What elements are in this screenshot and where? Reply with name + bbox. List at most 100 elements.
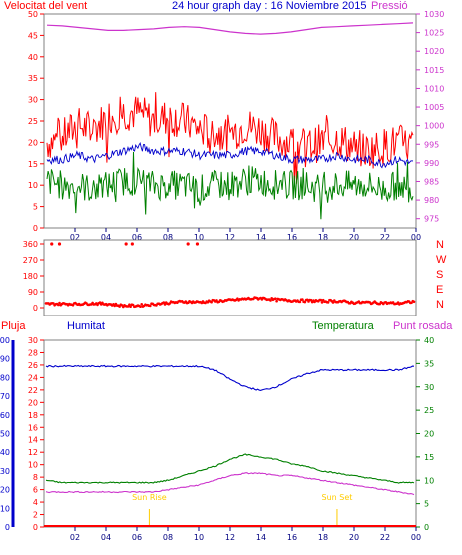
direction-label-n-bottom: N: [436, 299, 444, 311]
direction-point: [149, 304, 152, 308]
direction-point: [274, 297, 277, 300]
direction-point: [309, 298, 313, 302]
direction-point: [303, 300, 307, 304]
direction-point: [298, 300, 302, 304]
direction-point: [275, 299, 278, 303]
sunset-label: Sun Set: [321, 493, 352, 502]
pressure-tick-label: 1000: [424, 122, 444, 131]
direction-point: [162, 301, 166, 304]
hour-tick-label: 12: [225, 233, 235, 240]
hour-tick-label: 12: [225, 533, 235, 542]
dewpoint-series: [45, 472, 415, 496]
humidity-tick-label: 4: [33, 498, 38, 507]
humidity-tick-label: 12: [28, 448, 38, 457]
rain-humidity-tick-label: 20: [0, 486, 10, 495]
rain-humidity-tick-label: 30: [0, 467, 10, 476]
rain-humidity-tick-label: 40: [0, 448, 10, 457]
direction-label-w: W: [436, 254, 447, 266]
temperature-tick-label: 20: [424, 430, 434, 439]
direction-label-s: S: [436, 269, 444, 281]
rain-humidity-tick-label: 50: [0, 430, 10, 439]
direction-point: [301, 298, 304, 301]
hour-tick-label: 00: [411, 533, 421, 542]
pressure-tick-label: 1015: [424, 66, 444, 75]
temperature-tick-label: 10: [424, 476, 434, 485]
hour-tick-label: 14: [256, 233, 266, 240]
pressure-tick-label: 990: [424, 159, 439, 168]
dewpoint-title: Punt rosada: [393, 320, 453, 332]
hour-tick-label: 16: [287, 233, 297, 240]
minimum-series: [46, 151, 414, 220]
direction-point: [50, 242, 54, 246]
direction-point: [195, 242, 200, 246]
humidity-title: Humitat: [67, 320, 105, 332]
wind-tick-label: 15: [28, 160, 38, 169]
wind-tick-label: 50: [28, 10, 38, 19]
humidity-tick-label: 18: [28, 411, 38, 420]
humidity-tick-label: 2: [33, 511, 38, 520]
direction-point: [412, 300, 416, 304]
temperature-tick-label: 35: [424, 359, 434, 368]
hour-tick-label: 02: [70, 533, 80, 542]
wind-tick-label: 10: [28, 181, 38, 190]
humidity-tick-label: 16: [28, 423, 38, 432]
hour-tick-label: 04: [101, 533, 111, 542]
direction-point: [331, 301, 335, 304]
pressure-tick-label: 985: [424, 177, 439, 186]
rain-humidity-tick-label: 90: [0, 355, 10, 364]
rain-title: Pluja: [1, 320, 26, 332]
hour-tick-label: 02: [70, 233, 80, 240]
hour-tick-label: 22: [380, 233, 390, 240]
pressure-tick-label: 980: [424, 196, 439, 205]
humidity-tick-label: 22: [28, 386, 38, 395]
hour-tick-label: 20: [349, 533, 359, 542]
hour-tick-label: 10: [194, 233, 204, 240]
sunrise-label: Sun Rise: [132, 493, 167, 502]
direction-point: [128, 303, 131, 306]
wind-tick-label: 0: [33, 224, 38, 233]
hour-tick-label: 14: [256, 533, 266, 542]
temperature-tick-label: 25: [424, 406, 434, 415]
hour-tick-label: 22: [380, 533, 390, 542]
pressure-tick-label: 1005: [424, 103, 444, 112]
humidity-tick-label: 24: [28, 373, 38, 382]
direction-point: [118, 305, 121, 308]
direction-point: [57, 303, 60, 307]
humidity-temperature-chart: 0102030405060708090100024681012141618202…: [0, 336, 434, 542]
direction-point: [319, 298, 323, 302]
direction-point: [124, 242, 128, 246]
humidity-tick-label: 14: [28, 436, 38, 445]
humidity-tick-label: 10: [28, 461, 38, 470]
graph-title: 24 hour graph day : 16 Noviembre 2015: [172, 0, 367, 12]
rain-humidity-tick-label: 60: [0, 411, 10, 420]
hour-tick-label: 10: [194, 533, 204, 542]
direction-point: [186, 242, 190, 246]
humidity-plot-border: [43, 339, 417, 528]
wind-tick-label: 20: [28, 138, 38, 147]
direction-point: [163, 303, 167, 306]
direction-point: [58, 301, 61, 305]
humidity-tick-label: 6: [33, 486, 38, 495]
direction-point: [326, 301, 330, 304]
temperature-tick-label: 0: [424, 523, 429, 532]
average-series: [46, 141, 414, 169]
pressure-title: Pressió: [371, 0, 408, 12]
humidity-tick-label: 28: [28, 348, 38, 357]
direction-tick-label: 270: [23, 256, 38, 265]
hour-tick-label: 08: [163, 533, 173, 542]
temperature-tick-label: 30: [424, 383, 434, 392]
hour-tick-label: 00: [411, 233, 421, 240]
hour-tick-label: 20: [349, 233, 359, 240]
wind-tick-label: 5: [33, 203, 38, 212]
pressure-tick-label: 1025: [424, 29, 444, 38]
rain-humidity-tick-label: 0: [5, 523, 10, 532]
wind-tick-label: 40: [28, 53, 38, 62]
temperature-series: [45, 453, 415, 484]
direction-point: [396, 301, 400, 304]
direction-tick-label: 360: [23, 240, 38, 249]
direction-plot-border: [43, 239, 417, 316]
direction-tick-label: 90: [28, 288, 38, 297]
direction-tick-label: 0: [33, 304, 38, 313]
hour-tick-label: 06: [132, 233, 142, 240]
